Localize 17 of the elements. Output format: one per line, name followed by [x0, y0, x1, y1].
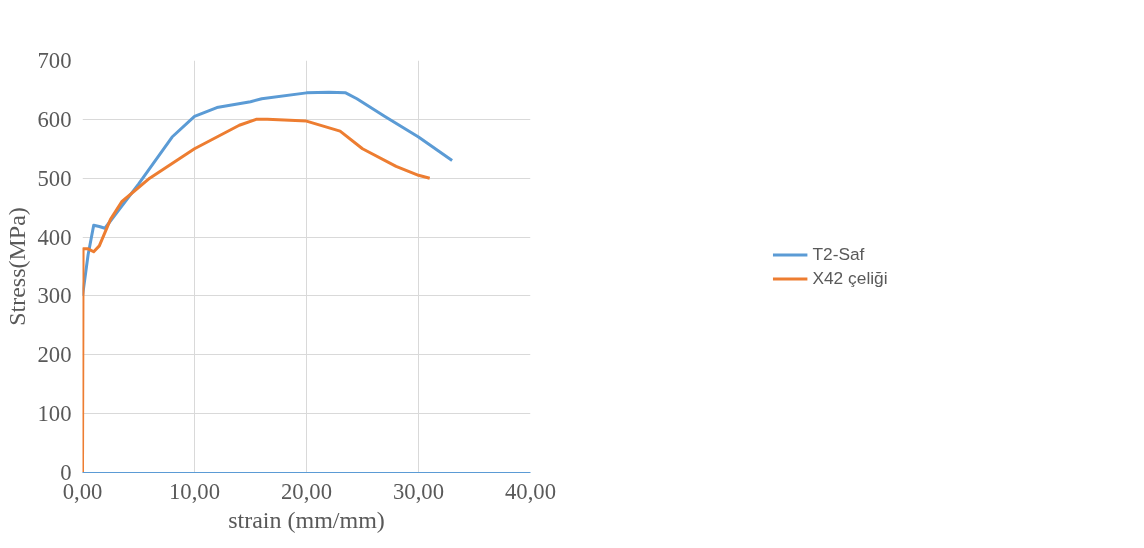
x-tick-label: 30,00 [393, 478, 444, 504]
legend-label: X42 çeliği [812, 267, 888, 289]
x-axis-title: strain (mm/mm) [228, 506, 385, 533]
y-tick-label: 100 [37, 401, 72, 427]
y-tick-label: 500 [37, 165, 72, 191]
x-tick-label: 40,00 [505, 478, 556, 504]
y-tick-label: 200 [37, 342, 72, 368]
x-tick-label: 10,00 [169, 478, 220, 504]
y-axis-title: Stress(MPa) [3, 207, 30, 326]
legend-label: T2-Saf [812, 243, 865, 265]
line-series [82, 117, 432, 473]
y-tick-label: 300 [37, 283, 72, 309]
y-tick-label: 0 [60, 460, 72, 485]
y-tick-label: 700 [37, 48, 72, 73]
x-tick-label: 20,00 [281, 478, 332, 504]
y-tick-label: 600 [37, 106, 72, 132]
y-tick-label: 400 [37, 224, 72, 250]
